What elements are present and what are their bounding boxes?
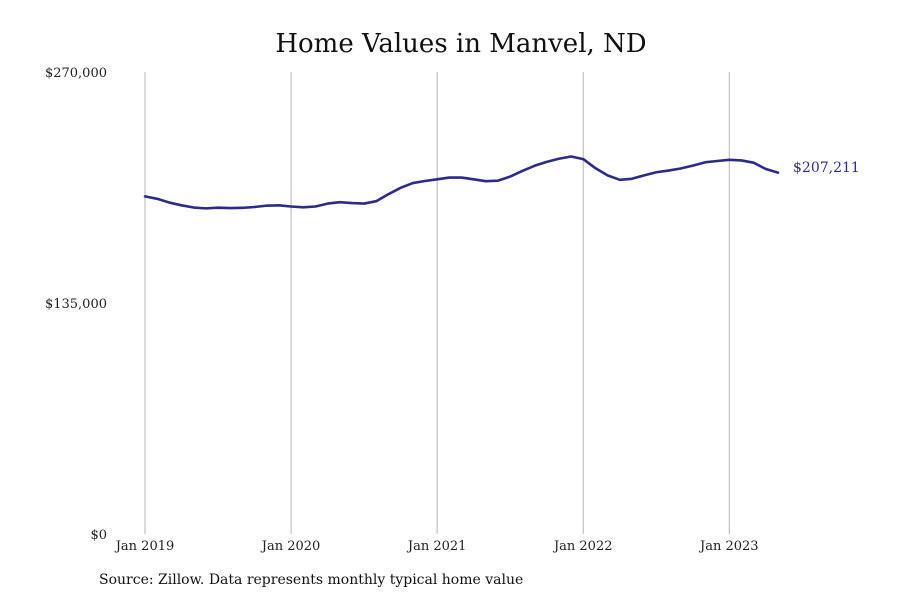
- series-layer: $207,211: [143, 155, 860, 210]
- x-tick-label: Jan 2022: [552, 539, 613, 554]
- chart-title: Home Values in Manvel, ND: [275, 29, 646, 59]
- x-axis: Jan 2019 Jan 2020 Jan 2021 Jan 2022 Jan 2023: [114, 539, 759, 554]
- y-tick-label: $270,000: [45, 66, 107, 81]
- y-tick-label: $135,000: [45, 297, 107, 312]
- x-tick-label: Jan 2019: [114, 539, 175, 554]
- y-axis: $0 $135,000 $270,000: [45, 66, 107, 543]
- x-tick-label: Jan 2020: [260, 539, 321, 554]
- source-note: Source: Zillow. Data represents monthly …: [99, 572, 524, 588]
- series-line: [143, 155, 780, 210]
- x-tick-label: Jan 2023: [698, 539, 759, 554]
- x-gridlines: [144, 72, 730, 534]
- series-end-label: $207,211: [793, 160, 860, 176]
- x-tick-label: Jan 2021: [406, 539, 467, 554]
- y-tick-label: $0: [90, 528, 107, 543]
